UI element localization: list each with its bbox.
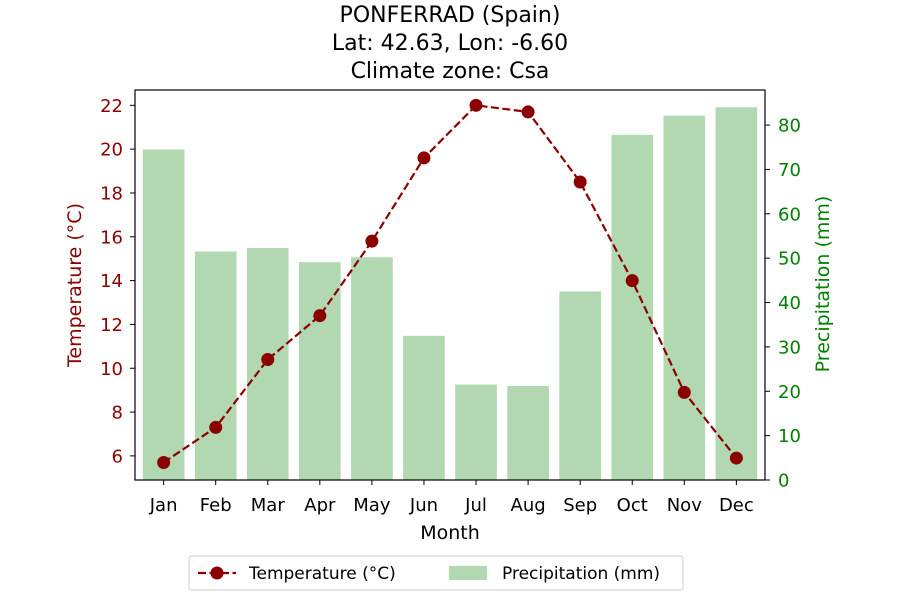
y-left-tick-label: 12 [100,315,123,336]
precipitation-bar-may [351,257,393,480]
x-tick-label-may: May [353,495,391,516]
temperature-point-jul [469,98,483,112]
precipitation-bar-nov [663,115,706,480]
precipitation-bar-dec [715,107,758,480]
x-tick-label-sep: Sep [563,495,597,516]
temperature-line [157,98,743,469]
y-axis-left-label: Temperature (°C) [64,203,86,368]
y-right-tick-label: 50 [778,249,801,270]
temperature-point-mar [261,352,275,366]
chart-title: PONFERRAD (Spain) Lat: 42.63, Lon: -6.60 C… [332,3,568,84]
temperature-point-nov [677,385,691,399]
x-tick-label-feb: Feb [200,495,232,516]
x-tick-label-aug: Aug [511,495,546,516]
legend: Temperature (°C) Precipitation (mm) [188,555,684,591]
title-line-1: PONFERRAD (Spain) [340,3,561,28]
temperature-point-sep [573,175,587,189]
temperature-point-jan [157,455,171,469]
temperature-point-oct [625,274,639,288]
legend-box [188,555,684,591]
temperature-point-feb [209,420,223,434]
precipitation-bars [142,107,758,480]
plot-frame [134,89,766,481]
y-left-tick-label: 16 [100,227,123,248]
legend-temperature-label: Temperature (°C) [248,564,396,584]
temperature-line-path [163,104,738,464]
y-left-tick-label: 18 [100,183,123,204]
x-axis: Jan Feb Mar Apr May Jun Jul Aug Sep Oct Nov Dec [149,480,754,516]
temperature-point-apr [313,309,327,323]
x-axis-label: Month [420,522,480,544]
temperature-point-jun [417,151,431,165]
temperature-point-dec [729,451,743,465]
x-tick-label-mar: Mar [251,495,286,516]
y-right-tick-label: 30 [778,337,801,358]
x-tick-label-jun: Jun [409,495,438,516]
y-right-tick-label: 20 [778,382,801,403]
precipitation-bar-apr [299,262,341,480]
y-left-tick-label: 20 [100,140,123,161]
y-axis-right-label: Precipitation (mm) [812,196,834,373]
x-tick-label-jan: Jan [149,495,178,516]
precipitation-bar-jan [142,149,185,480]
y-right-tick-label: 40 [778,293,801,314]
legend-precipitation-label: Precipitation (mm) [502,564,660,584]
y-left-tick-label: 8 [112,403,123,424]
title-line-2: Lat: 42.63, Lon: -6.60 [332,31,568,56]
precipitation-bar-sep [559,291,601,480]
precipitation-bar-oct [611,134,654,480]
title-line-3: Climate zone: Csa [351,59,550,84]
y-axis-right: 0 10 20 30 40 50 60 70 80 [765,116,801,492]
y-right-tick-label: 70 [778,160,801,181]
y-left-tick-label: 22 [100,96,123,117]
legend-temperature-marker [210,566,224,580]
legend-precipitation-swatch [449,566,487,580]
x-tick-label-nov: Nov [667,495,702,516]
x-tick-label-oct: Oct [617,495,648,516]
y-axis-left: 6 8 10 12 14 16 18 20 22 [100,96,135,467]
y-left-tick-label: 14 [100,271,123,292]
x-tick-label-jul: Jul [464,495,487,516]
y-right-tick-label: 80 [778,116,801,137]
y-right-tick-label: 0 [778,471,789,492]
precipitation-bar-aug [507,385,549,480]
x-tick-label-dec: Dec [719,495,754,516]
precipitation-bar-jun [403,335,445,480]
y-left-tick-label: 6 [112,446,123,467]
temperature-point-may [365,234,379,248]
precipitation-bar-feb [194,251,237,480]
precipitation-bar-jul [455,384,497,480]
y-right-tick-label: 10 [778,426,801,447]
y-right-tick-label: 60 [778,204,801,225]
x-tick-label-apr: Apr [304,495,336,516]
y-left-tick-label: 10 [100,359,123,380]
temperature-point-aug [521,105,535,119]
